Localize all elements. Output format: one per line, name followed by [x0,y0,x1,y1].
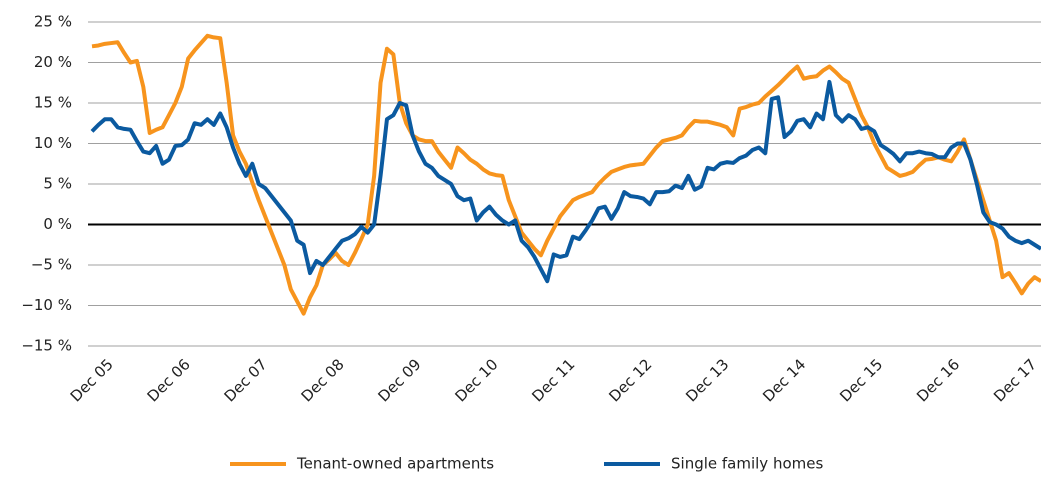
x-tick-label: Dec 07 [221,355,271,405]
y-tick-label: 5 % [43,175,72,193]
y-tick-label: 10 % [34,134,72,152]
x-tick-label: Dec 16 [913,355,963,405]
y-tick-label: 20 % [34,53,72,71]
y-tick-label: 0 % [43,215,72,233]
series-line [90,79,1041,284]
x-tick-label: Dec 11 [528,355,578,405]
x-tick-label: Dec 14 [759,355,809,405]
x-tick-label: Dec 12 [605,355,655,405]
x-tick-label: Dec 15 [836,355,886,405]
legend-label: Single family homes [671,455,823,473]
x-tick-label: Dec 13 [682,355,732,405]
y-tick-label: 25 % [34,13,72,31]
x-tick-label: Dec 10 [451,355,501,405]
legend-label: Tenant-owned apartments [296,455,494,473]
y-tick-label: −5 % [31,256,72,274]
y-tick-label: −10 % [21,296,72,314]
x-tick-label: Dec 08 [298,355,348,405]
x-tick-label: Dec 06 [144,355,194,405]
y-tick-label: 15 % [34,94,72,112]
x-tick-label: Dec 09 [374,355,424,405]
x-tick-label: Dec 05 [67,355,117,405]
y-tick-label: −15 % [21,337,72,355]
x-tick-label: Dec 17 [990,355,1040,405]
series-line [91,33,1041,316]
